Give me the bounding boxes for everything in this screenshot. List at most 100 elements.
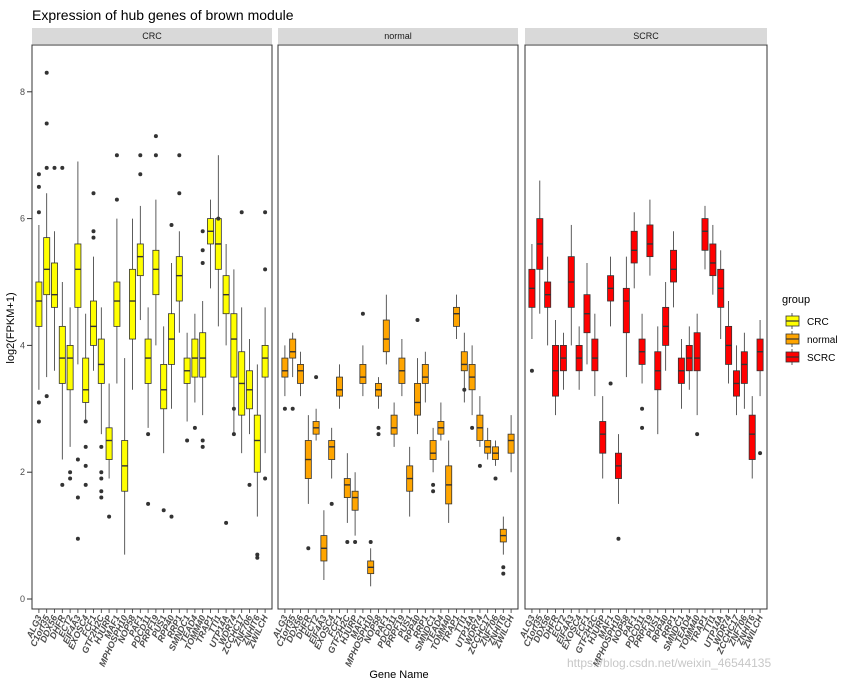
facet-panel-CRC: CRCALG3C1orf35DDX56DHFRECT2EIF4A3EXOSC4F… xyxy=(24,28,273,668)
box-iqr xyxy=(336,376,343,397)
outlier-point xyxy=(75,536,80,541)
outlier-point xyxy=(608,381,613,386)
box-SCRC-EXOSC4 xyxy=(575,326,583,390)
outlier-point xyxy=(493,476,498,481)
box-iqr xyxy=(97,338,105,384)
box-SCRC-PUS1 xyxy=(654,326,662,435)
outlier-point xyxy=(44,121,49,126)
box-CRC-RRP1 xyxy=(175,153,183,333)
box-SCRC-ZCCHC17 xyxy=(732,345,740,416)
outlier-point xyxy=(231,406,236,411)
box-iqr xyxy=(281,357,289,378)
facet-strip-label: CRC xyxy=(142,31,162,41)
box-normal-C1orf35 xyxy=(289,332,297,411)
box-normal-ECT2 xyxy=(312,375,320,441)
outlier-point xyxy=(695,432,700,437)
outlier-point xyxy=(99,444,104,449)
outlier-point xyxy=(255,555,260,560)
y-tick-label: 2 xyxy=(20,467,25,477)
box-iqr xyxy=(82,357,90,403)
facet-panels: 0 2 4 6 8CRCALG3C1orf35DDX56DHFRECT2EIF4A3EX… xyxy=(20,28,768,668)
outlier-point xyxy=(224,520,229,525)
outlier-point xyxy=(314,375,319,380)
box-SCRC-TRAP1 xyxy=(701,205,709,270)
outlier-point xyxy=(60,165,65,170)
outlier-point xyxy=(329,501,334,506)
box-iqr xyxy=(382,319,390,353)
box-SCRC-MPHOSPH10 xyxy=(614,434,622,541)
box-SCRC-GTF2H2C xyxy=(591,313,599,397)
panel-border xyxy=(524,44,768,610)
outlier-point xyxy=(75,495,80,500)
box-CRC-PRPF19 xyxy=(152,134,160,346)
box-SCRC-WDR74 xyxy=(725,301,733,384)
box-normal-HJURP xyxy=(351,472,359,544)
facet-panel-SCRC: SCRCALG3C1orf35DDX56DHFRECT2EIF4A3EXOSC4… xyxy=(517,28,768,668)
box-SCRC-PDCD11 xyxy=(638,313,646,430)
outlier-point xyxy=(345,539,350,544)
box-SCRC-SMNDC1 xyxy=(677,339,685,409)
box-iqr xyxy=(748,414,756,460)
outlier-point xyxy=(36,400,41,405)
outlier-point xyxy=(99,476,104,481)
box-normal-RPP40 xyxy=(414,318,421,435)
outlier-point xyxy=(177,153,182,158)
outlier-point xyxy=(44,165,49,170)
box-normal-ZCCHC17 xyxy=(484,427,492,460)
box-CRC-ZNF706 xyxy=(246,339,253,487)
box-iqr xyxy=(144,338,152,384)
box-iqr xyxy=(460,351,468,372)
box-normal-GTF2H2C xyxy=(343,453,351,544)
facet-strip xyxy=(32,28,272,44)
outlier-point xyxy=(263,476,268,481)
box-CRC-HJURP xyxy=(105,383,113,519)
box-CRC-RPP40 xyxy=(168,222,175,519)
box-normal-MPHOSPH10 xyxy=(367,539,375,587)
box-SCRC-ZNHIT6 xyxy=(748,396,756,479)
outlier-point xyxy=(263,210,268,215)
outlier-point xyxy=(501,565,506,570)
box-iqr xyxy=(756,338,764,372)
outlier-point xyxy=(192,425,197,430)
y-tick-label: 0 xyxy=(20,594,25,604)
box-CRC-ECT2 xyxy=(66,307,74,481)
outlier-point xyxy=(200,229,205,234)
outlier-point xyxy=(36,419,41,424)
outlier-point xyxy=(146,501,151,506)
outlier-point xyxy=(138,153,143,158)
outlier-point xyxy=(91,191,96,196)
facet-strip xyxy=(525,28,767,44)
box-normal-TEAD4 xyxy=(437,402,445,441)
box-SCRC-TTI1 xyxy=(709,224,717,295)
box-iqr xyxy=(160,364,168,410)
box-SCRC-ALG3 xyxy=(528,243,536,373)
box-iqr xyxy=(414,383,421,416)
box-SCRC-UTP14A xyxy=(717,250,725,340)
outlier-point xyxy=(231,432,236,437)
box-CRC-EIF4A3 xyxy=(74,161,82,541)
box-normal-DDX56 xyxy=(297,351,304,397)
box-iqr xyxy=(199,332,207,378)
box-iqr xyxy=(599,421,607,454)
box-CRC-TOMM40 xyxy=(199,229,207,449)
outlier-point xyxy=(91,235,96,240)
outlier-point xyxy=(68,476,73,481)
outlier-point xyxy=(185,438,190,443)
outlier-point xyxy=(68,470,73,475)
box-CRC-DHFR xyxy=(58,165,66,487)
box-normal-EIF4A3 xyxy=(320,510,328,580)
box-CRC-EXOSC4 xyxy=(82,313,90,487)
box-CRC-ALG3 xyxy=(35,172,43,424)
outlier-point xyxy=(200,444,205,449)
box-iqr xyxy=(343,478,351,498)
outlier-point xyxy=(138,172,143,177)
box-iqr xyxy=(693,332,701,372)
outlier-point xyxy=(161,508,166,513)
box-iqr xyxy=(261,344,269,378)
outlier-point xyxy=(169,222,174,227)
outlier-point xyxy=(758,451,763,456)
box-iqr xyxy=(507,433,515,454)
outlier-point xyxy=(75,457,80,462)
outlier-point xyxy=(529,368,534,373)
box-iqr xyxy=(622,287,630,334)
